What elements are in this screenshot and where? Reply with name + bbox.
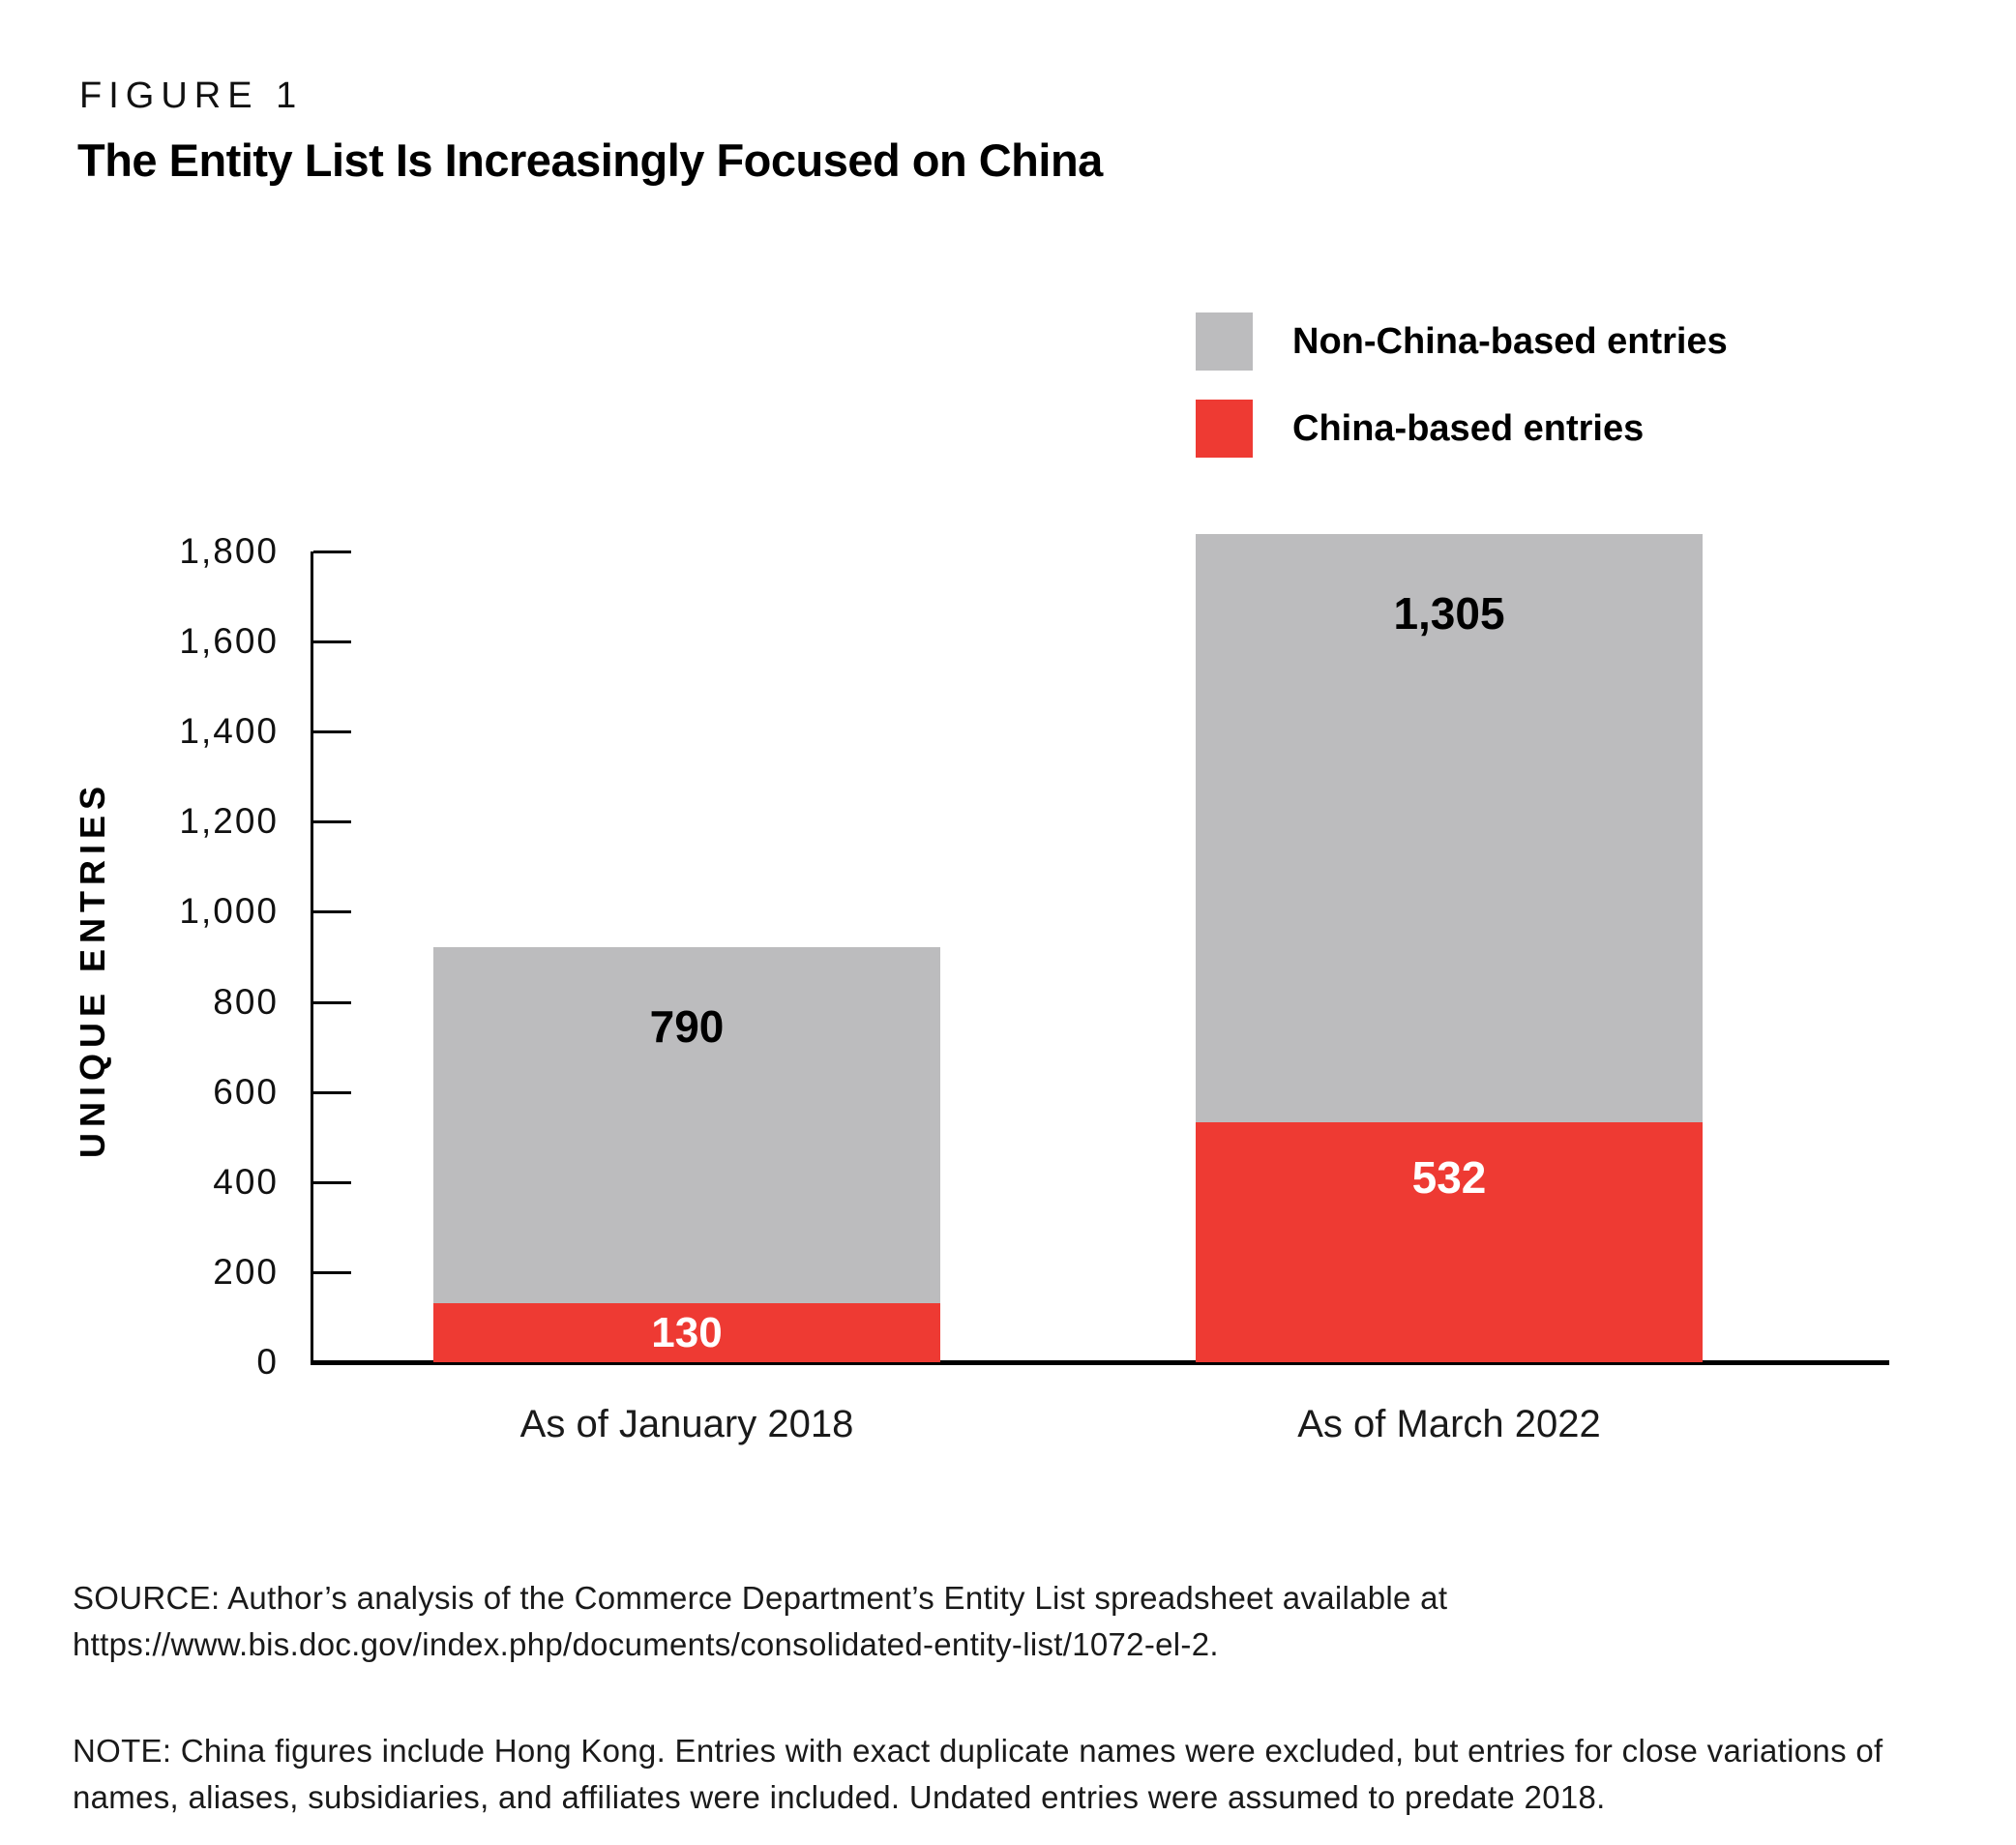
y-tick-label: 200 (213, 1252, 279, 1292)
y-tick-label: 1,400 (179, 711, 279, 751)
legend-item: Non-China-based entries (1196, 312, 1728, 371)
bar-segment-non-china: 790 (433, 947, 940, 1303)
legend-swatch-non-china (1196, 312, 1253, 371)
y-tick-label: 1,600 (179, 621, 279, 661)
bar-value-label: 1,305 (1393, 588, 1505, 639)
bar-value-label: 532 (1411, 1152, 1487, 1203)
legend-item: China-based entries (1196, 400, 1644, 458)
y-tick-mark (313, 820, 351, 823)
bar-segment-china: 130 (433, 1303, 940, 1362)
source-text: SOURCE: Author’s analysis of the Commerc… (73, 1580, 1448, 1662)
y-tick-label: 800 (213, 982, 279, 1022)
figure-label: FIGURE 1 (79, 75, 304, 116)
y-tick-mark (313, 910, 351, 913)
x-axis-label: As of March 2022 (1297, 1403, 1601, 1445)
bar-segment-china: 532 (1196, 1122, 1703, 1362)
legend-label: Non-China-based entries (1292, 320, 1728, 362)
figure-title: The Entity List Is Increasingly Focused … (77, 134, 1103, 186)
x-axis-label: As of January 2018 (519, 1403, 854, 1445)
bar-value-label: 130 (651, 1309, 723, 1356)
x-axis-baseline (311, 1360, 1889, 1365)
legend-label: China-based entries (1292, 407, 1645, 449)
note-text: NOTE: China figures include Hong Kong. E… (73, 1733, 1883, 1815)
y-tick-label: 0 (256, 1342, 279, 1382)
y-tick-label: 600 (213, 1072, 279, 1112)
y-tick-mark (313, 1181, 351, 1184)
legend-swatch-china (1196, 400, 1253, 458)
y-tick-label: 1,000 (179, 891, 279, 931)
y-tick-mark (313, 1271, 351, 1274)
y-tick-mark (313, 640, 351, 643)
y-tick-mark (313, 1091, 351, 1094)
y-tick-mark (313, 730, 351, 733)
y-tick-mark (313, 551, 351, 553)
bar-segment-non-china: 1,305 (1196, 534, 1703, 1122)
y-axis-spine (311, 551, 313, 1362)
bar-value-label: 790 (649, 1001, 725, 1052)
bar-stack-january-2018: 130 790 (433, 947, 940, 1362)
y-tick-mark (313, 1001, 351, 1004)
y-tick-label: 1,200 (179, 801, 279, 841)
bar-stack-march-2022: 532 1,305 (1196, 534, 1703, 1362)
y-tick-label: 1,800 (179, 531, 279, 571)
y-tick-label: 400 (213, 1162, 279, 1202)
